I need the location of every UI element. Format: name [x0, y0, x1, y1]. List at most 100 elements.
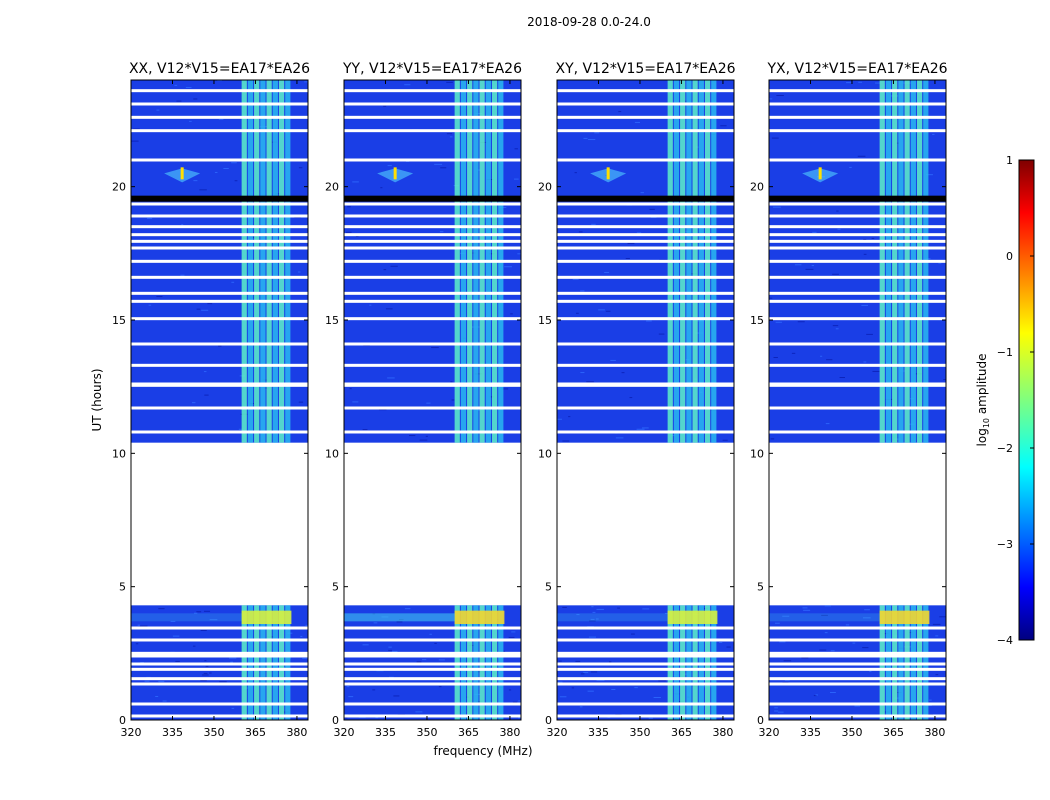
noise-speckle	[839, 377, 845, 379]
flagged-row	[344, 291, 521, 295]
noise-speckle	[641, 427, 649, 429]
noise-speckle	[372, 689, 376, 691]
noise-speckle	[784, 679, 790, 681]
noise-speckle	[209, 672, 212, 674]
noise-speckle	[571, 687, 575, 689]
flagged-row	[131, 102, 308, 106]
noise-speckle	[209, 619, 218, 621]
x-tick-label: 335	[800, 726, 821, 739]
y-axis-label: UT (hours)	[90, 368, 104, 431]
noise-speckle	[510, 313, 513, 315]
noise-speckle	[385, 308, 393, 310]
noise-speckle	[238, 428, 243, 430]
noise-speckle	[158, 680, 165, 682]
flagged-row	[557, 158, 734, 162]
flagged-row	[769, 662, 946, 666]
noise-speckle	[648, 717, 653, 719]
flagged-row	[769, 651, 946, 655]
noise-speckle	[861, 304, 868, 306]
noise-speckle	[646, 320, 652, 322]
noise-speckle	[824, 605, 831, 607]
noise-speckle	[586, 381, 594, 383]
flagged-row	[131, 115, 308, 119]
flagged-row	[131, 225, 308, 229]
noise-speckle	[474, 373, 483, 375]
x-tick-label: 320	[334, 726, 355, 739]
flagged-row	[557, 714, 734, 718]
noise-speckle	[137, 624, 141, 626]
noise-speckle	[373, 622, 378, 624]
noise-speckle	[802, 607, 808, 609]
panel-title: YX, V12*V15=EA17*EA26	[766, 61, 947, 77]
noise-speckle	[558, 660, 562, 662]
flagged-row	[557, 291, 734, 295]
noise-speckle	[514, 178, 519, 180]
noise-speckle	[559, 696, 567, 698]
heatmap-area	[344, 80, 521, 720]
noise-speckle	[618, 111, 622, 113]
noise-speckle	[196, 611, 202, 613]
noise-speckle	[192, 645, 196, 647]
panel-title: XY, V12*V15=EA17*EA26	[555, 61, 735, 77]
narrowband-source	[180, 167, 184, 180]
noise-speckle	[362, 429, 368, 431]
flagged-row	[131, 651, 308, 655]
flagged-row	[769, 115, 946, 119]
rfi-wash	[344, 613, 455, 622]
flagged-row	[131, 383, 308, 387]
noise-speckle	[854, 705, 860, 707]
noise-speckle	[419, 439, 428, 441]
noise-speckle	[451, 399, 455, 401]
noise-speckle	[185, 86, 192, 88]
flagged-row	[769, 158, 946, 162]
noise-speckle	[772, 206, 781, 208]
flagged-row	[769, 677, 946, 681]
x-axis-label: frequency (MHz)	[433, 744, 532, 758]
noise-speckle	[131, 140, 139, 142]
flagged-row	[131, 259, 308, 263]
flagged-row	[131, 714, 308, 718]
axes-frame	[768, 79, 947, 721]
noise-speckle	[794, 264, 802, 266]
flagged-row	[344, 214, 521, 218]
flagged-row	[344, 702, 521, 706]
noise-speckle	[611, 688, 616, 690]
noise-speckle	[489, 253, 495, 255]
noise-speckle	[181, 224, 184, 226]
flagged-row	[344, 626, 521, 630]
noise-speckle	[935, 635, 939, 637]
y-tick-label: 0	[119, 714, 126, 727]
flagged-row	[557, 702, 734, 706]
x-tick-label: 335	[588, 726, 609, 739]
colorbar-tick-label: −1	[997, 346, 1013, 359]
noise-speckle	[205, 665, 209, 667]
noise-speckle	[135, 643, 139, 645]
colorbar-tick-label: 0	[1006, 250, 1013, 263]
noise-speckle	[803, 609, 811, 611]
noise-speckle	[580, 290, 585, 292]
flagged-row	[769, 667, 946, 671]
noise-speckle	[869, 670, 872, 672]
flagged-row	[344, 654, 521, 658]
flagged-row	[557, 383, 734, 387]
noise-speckle	[147, 217, 153, 219]
noise-speckle	[579, 706, 583, 708]
noise-speckle	[805, 268, 814, 270]
noise-speckle	[849, 166, 852, 168]
noise-speckle	[821, 614, 828, 616]
noise-speckle	[203, 672, 208, 674]
flagged-row	[557, 363, 734, 367]
noise-speckle	[575, 660, 581, 662]
noise-speckle	[207, 303, 213, 305]
noise-speckle	[298, 401, 304, 403]
flagged-row	[769, 638, 946, 642]
flagged-row	[131, 202, 308, 206]
flagged-row	[557, 239, 734, 243]
colorbar-tick-label: −2	[997, 442, 1013, 455]
flagged-row	[344, 202, 521, 206]
noise-speckle	[193, 98, 198, 100]
noise-speckle	[572, 278, 579, 280]
noise-speckle	[305, 624, 308, 626]
noise-speckle	[872, 370, 880, 372]
noise-speckle	[438, 686, 442, 688]
